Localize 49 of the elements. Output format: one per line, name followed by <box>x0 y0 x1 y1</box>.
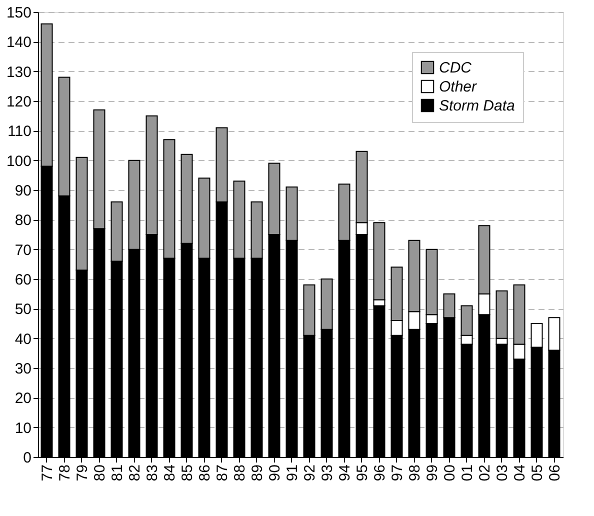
x-tick-label: 98 <box>406 464 424 482</box>
x-tick-label: 89 <box>248 464 266 482</box>
y-tick-label: 70 <box>14 242 32 259</box>
y-tick-label: 50 <box>14 301 32 318</box>
y-tick-label: 130 <box>6 64 32 81</box>
x-tick-label: 81 <box>108 464 126 482</box>
legend-label: Other <box>439 78 478 96</box>
x-tick-label: 78 <box>56 464 74 482</box>
x-tick-label: 02 <box>476 464 494 482</box>
x-tick-label: 92 <box>301 464 318 482</box>
x-tick-label: 79 <box>74 464 91 482</box>
x-tick-label: 77 <box>38 464 56 482</box>
x-tick-label: 06 <box>546 464 564 482</box>
x-tick-label: 90 <box>266 464 284 482</box>
y-tick-label: 60 <box>14 272 32 288</box>
x-tick-label: 87 <box>214 464 231 482</box>
y-tick-label: 40 <box>14 330 32 348</box>
y-tick-label: 20 <box>14 390 32 408</box>
x-tick-label: 88 <box>231 464 248 482</box>
x-tick-label: 05 <box>528 464 546 482</box>
y-tick-label: 10 <box>14 420 32 437</box>
y-tick-label: 110 <box>8 123 32 140</box>
x-tick-label: 01 <box>458 464 476 482</box>
x-tick-label: 94 <box>336 464 354 482</box>
legend-label: Storm Data <box>439 98 515 114</box>
x-tick-label: 93 <box>318 464 336 482</box>
x-tick-label: 85 <box>178 464 196 482</box>
y-tick-label: 100 <box>6 152 32 170</box>
x-tick-label: 82 <box>126 464 144 482</box>
y-tick-label: 90 <box>14 182 32 200</box>
x-tick-label: 95 <box>354 464 371 482</box>
x-tick-label: 04 <box>511 464 528 482</box>
legend-label: CDC <box>439 60 472 76</box>
y-tick-label: 0 <box>23 450 32 466</box>
x-tick-label: 86 <box>196 464 214 482</box>
y-tick-label: 120 <box>6 94 32 110</box>
x-tick-label: 96 <box>371 464 388 482</box>
x-tick-label: 00 <box>441 464 458 482</box>
y-tick-label: 150 <box>6 4 32 22</box>
x-tick-label: 80 <box>91 464 108 482</box>
y-tick-label: 140 <box>6 34 32 52</box>
x-tick-label: 99 <box>424 464 441 482</box>
x-tick-label: 84 <box>161 464 178 482</box>
x-tick-label: 91 <box>284 464 301 482</box>
x-tick-label: 83 <box>144 464 161 482</box>
x-tick-label: 97 <box>388 464 406 482</box>
y-tick-label: 80 <box>14 212 32 230</box>
x-tick-label: 03 <box>494 464 511 482</box>
y-tick-label: 30 <box>14 360 32 378</box>
